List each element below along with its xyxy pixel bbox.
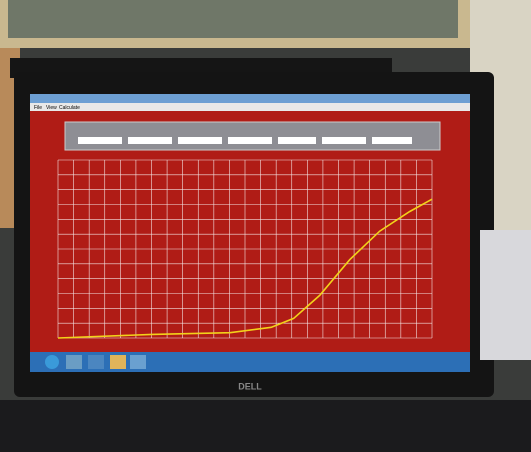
title-bar xyxy=(30,94,470,103)
taskbar-icon[interactable] xyxy=(88,355,104,369)
field[interactable] xyxy=(78,137,122,144)
field[interactable] xyxy=(278,137,316,144)
start-button[interactable] xyxy=(45,355,59,369)
desk xyxy=(0,400,531,452)
field[interactable] xyxy=(372,137,412,144)
taskbar-icon[interactable] xyxy=(130,355,146,369)
photo: File View Calculate DELL xyxy=(0,0,531,452)
form-panel xyxy=(65,122,440,150)
board xyxy=(8,0,458,38)
scene-svg: File View Calculate DELL xyxy=(0,0,531,452)
field[interactable] xyxy=(178,137,222,144)
menu-item[interactable]: File xyxy=(34,105,42,111)
menu-bar xyxy=(30,103,470,111)
field[interactable] xyxy=(128,137,172,144)
field[interactable] xyxy=(322,137,366,144)
brand-logo: DELL xyxy=(238,381,262,391)
field[interactable] xyxy=(228,137,272,144)
paper xyxy=(480,230,531,360)
menu-item[interactable]: View xyxy=(46,105,57,111)
menu-item[interactable]: Calculate xyxy=(59,105,80,111)
taskbar-icon[interactable] xyxy=(66,355,82,369)
taskbar-icon[interactable] xyxy=(110,355,126,369)
form-fields xyxy=(78,137,412,144)
